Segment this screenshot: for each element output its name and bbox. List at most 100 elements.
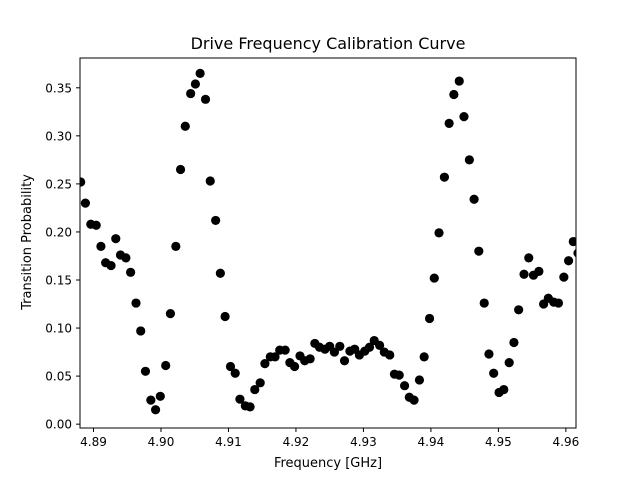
data-point [91,220,101,230]
data-point [195,68,205,78]
data-point [131,298,141,308]
data-point [524,253,534,263]
data-point [245,402,255,412]
data-point [573,248,576,258]
data-point [434,228,444,238]
data-point [489,368,499,378]
data-point [150,405,161,415]
data-point [484,349,494,359]
chart-title: Drive Frequency Calibration Curve [191,34,466,53]
data-point [211,215,221,226]
data-point [80,177,86,187]
data-point [161,360,171,371]
data-point [230,368,240,378]
data-point [335,341,345,351]
y-tick-label: 0.05 [45,370,72,384]
data-point [519,269,529,279]
data-point [126,267,136,277]
data-point [514,305,524,315]
y-axis-ticks: 0.00 0.05 0.10 0.15 0.20 0.25 0.30 0.35 [45,81,80,432]
x-axis-label: Frequency [GHz] [274,456,382,471]
y-tick-label: 0.00 [45,418,72,432]
y-tick-label: 0.10 [45,322,72,336]
data-point [409,395,419,405]
data-point [499,384,509,395]
data-point [553,298,564,308]
data-point [111,234,121,244]
data-point [220,311,230,322]
x-tick-label: 4.92 [283,435,310,449]
data-point [255,378,265,388]
data-point [464,155,474,165]
data-point [439,172,450,182]
data-point [563,256,574,266]
data-point [534,266,544,276]
data-point [559,272,569,282]
y-tick-label: 0.15 [45,274,72,288]
data-point [329,347,340,357]
data-point [364,342,375,352]
data-point [180,121,190,131]
data-point [146,395,156,405]
data-point [171,241,181,251]
data-point [339,356,350,366]
data-point [568,236,576,247]
y-tick-label: 0.25 [45,177,72,191]
data-point [469,194,479,204]
x-tick-label: 4.91 [215,435,242,449]
data-point [479,298,489,308]
data-point [200,94,211,104]
data-point [394,370,404,380]
data-point [260,359,270,369]
data-point [419,352,429,362]
data-point [121,253,131,263]
data-point [454,76,464,86]
data-point [429,273,439,283]
y-axis-label: Transition Probability [20,174,35,311]
data-point [190,79,200,89]
data-point [305,354,315,364]
data-point [290,361,300,372]
y-tick-label: 0.20 [45,225,72,239]
data-point [106,260,116,271]
data-point [136,326,146,336]
data-point [399,381,410,391]
y-tick-label: 0.30 [45,129,72,143]
x-tick-label: 4.94 [418,435,445,449]
x-tick-label: 4.93 [350,435,377,449]
data-point [186,88,196,99]
data-point [270,352,280,362]
data-point [385,350,395,360]
data-point [140,366,151,376]
x-tick-label: 4.96 [553,435,580,449]
data-point [165,309,176,319]
x-axis-ticks: 4.89 4.90 4.91 4.92 4.93 4.94 4.95 4.96 [80,428,579,449]
data-point [424,313,435,324]
data-point [205,176,215,186]
axes-frame [79,57,577,429]
data-point [459,112,469,122]
data-point [449,89,459,100]
data-point [414,375,425,385]
data-point [509,337,519,348]
data-point [80,198,90,208]
x-tick-label: 4.89 [80,435,107,449]
data-point [250,384,260,395]
data-point [375,340,385,350]
data-points [80,68,576,415]
data-point [504,358,514,368]
data-point [280,345,290,355]
data-point [444,118,454,128]
data-point [235,394,245,404]
y-tick-label: 0.35 [45,81,72,95]
data-point [175,164,186,175]
data-point [225,361,236,372]
data-point [96,241,106,251]
x-tick-label: 4.95 [485,435,512,449]
x-tick-label: 4.90 [148,435,175,449]
data-point [474,246,484,256]
data-point [155,391,165,401]
